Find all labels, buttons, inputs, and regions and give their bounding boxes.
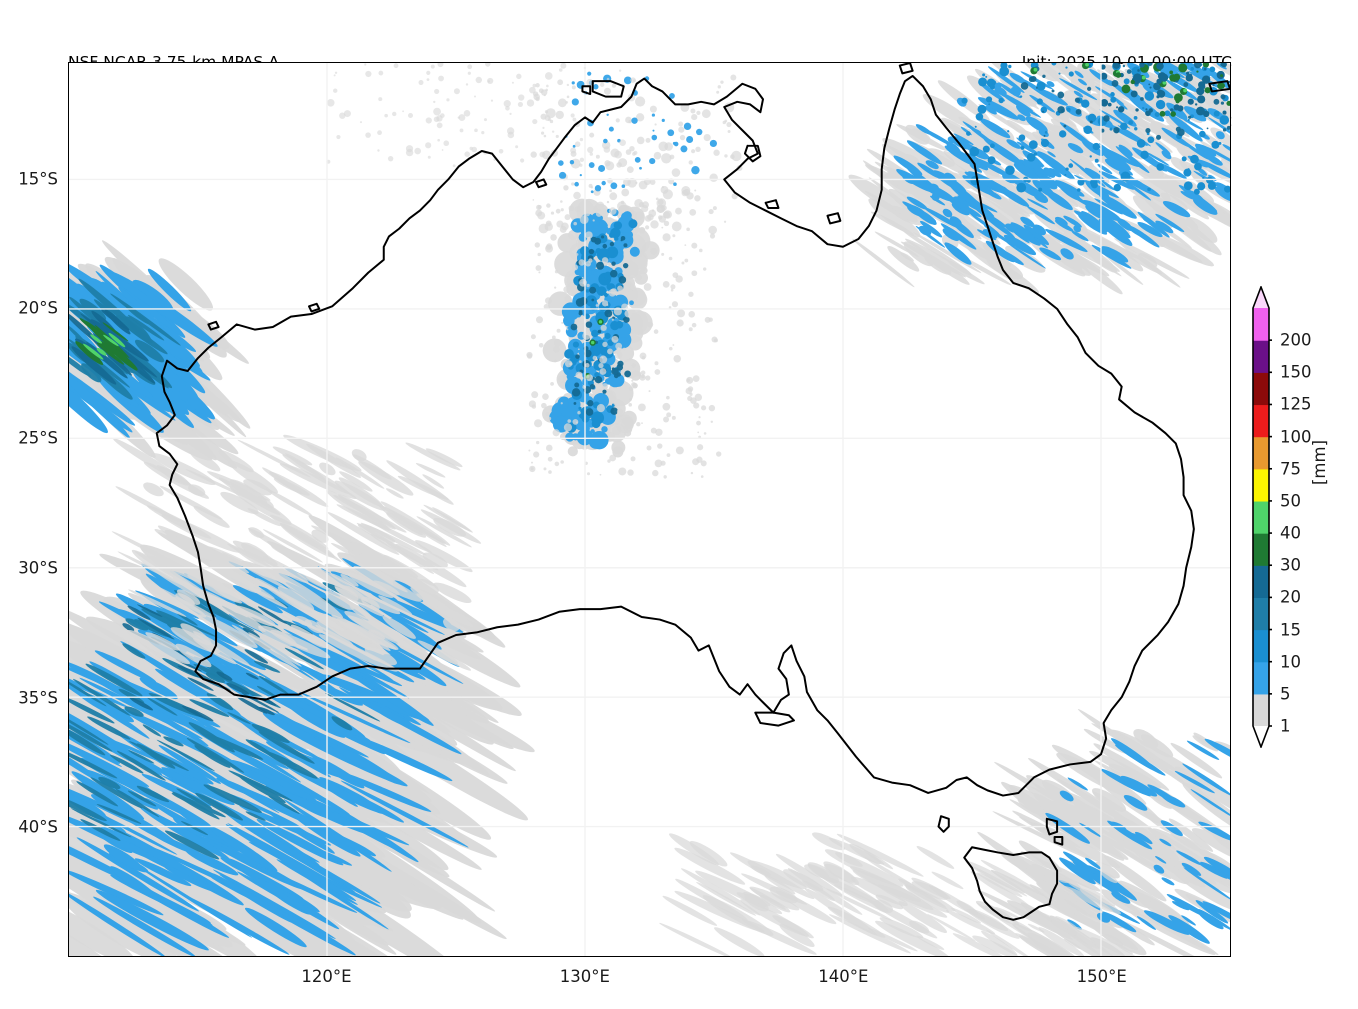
coastline-path xyxy=(898,63,914,75)
colorbar-tick-label: 100 xyxy=(1280,427,1312,447)
latitude-tick-label: 25°S xyxy=(18,428,58,448)
latitude-tick-label: 15°S xyxy=(18,169,58,189)
colorbar-band xyxy=(1253,693,1269,727)
latitude-tick-label: 40°S xyxy=(18,817,58,837)
colorbar-tick-label: 1 xyxy=(1280,716,1291,736)
latitude-tick-label: 30°S xyxy=(18,558,58,578)
longitude-tick-label: 120°E xyxy=(301,967,352,986)
coastline-path xyxy=(1045,817,1059,836)
coastline-path xyxy=(764,199,780,209)
colorbar-tick-label: 200 xyxy=(1280,330,1312,350)
coastline-path xyxy=(937,815,950,833)
coastline-path xyxy=(963,846,1059,921)
colorbar-band xyxy=(1253,500,1269,534)
longitude-tick-label: 130°E xyxy=(559,967,610,986)
colorbar-band xyxy=(1253,533,1269,566)
colorbar-tick-label: 50 xyxy=(1280,491,1301,511)
colorbar-tick-label: 30 xyxy=(1280,555,1301,575)
colorbar-tick-label: 40 xyxy=(1280,523,1301,543)
colorbar-tick-label: 125 xyxy=(1280,394,1312,414)
colorbar-over-arrow xyxy=(1253,287,1269,308)
coastline-path xyxy=(207,320,220,331)
colorbar-band xyxy=(1253,597,1269,631)
longitude-tick-label: 140°E xyxy=(818,967,869,986)
coastline-path xyxy=(1208,80,1230,93)
colorbar-axis-label: [mm] xyxy=(1310,439,1329,485)
coastline-path xyxy=(307,302,321,313)
colorbar-band xyxy=(1253,404,1269,438)
coastline-path xyxy=(754,711,795,727)
precipitation-shading-layer xyxy=(69,63,1230,956)
coastline-path xyxy=(591,80,625,98)
colorbar-band xyxy=(1253,468,1269,502)
colorbar-band xyxy=(1253,661,1269,695)
colorbar-tick-label: 10 xyxy=(1280,652,1301,672)
colorbar-band xyxy=(1253,308,1269,341)
graticule-grid-layer xyxy=(69,63,1230,956)
colorbar-band xyxy=(1253,565,1269,598)
colorbar-band xyxy=(1253,372,1269,406)
coastline-path xyxy=(743,144,762,163)
colorbar-tick-label: 5 xyxy=(1280,684,1291,704)
colorbar-under-arrow xyxy=(1253,726,1269,747)
map-plot-area xyxy=(68,62,1231,957)
colorbar-tick-label: 20 xyxy=(1280,587,1301,607)
coastline-path xyxy=(1053,835,1064,846)
coastline-layer xyxy=(155,63,1230,921)
colorbar-band xyxy=(1253,340,1269,373)
coastline-path xyxy=(155,74,1195,797)
latitude-tick-label: 20°S xyxy=(18,298,58,318)
colorbar-tick-label: 150 xyxy=(1280,362,1312,382)
colorbar-band xyxy=(1253,629,1269,663)
map-canvas xyxy=(69,63,1230,956)
coastline-path xyxy=(534,178,548,189)
latitude-tick-label: 35°S xyxy=(18,688,58,708)
colorbar-band xyxy=(1253,436,1269,470)
colorbar-swatches xyxy=(1252,286,1272,748)
coastline-path xyxy=(581,85,592,96)
colorbar-tick-label: 15 xyxy=(1280,620,1301,640)
colorbar-tick-label: 75 xyxy=(1280,459,1301,479)
colorbar xyxy=(1250,286,1272,748)
longitude-tick-label: 150°E xyxy=(1076,967,1127,986)
coastline-path xyxy=(826,212,842,225)
